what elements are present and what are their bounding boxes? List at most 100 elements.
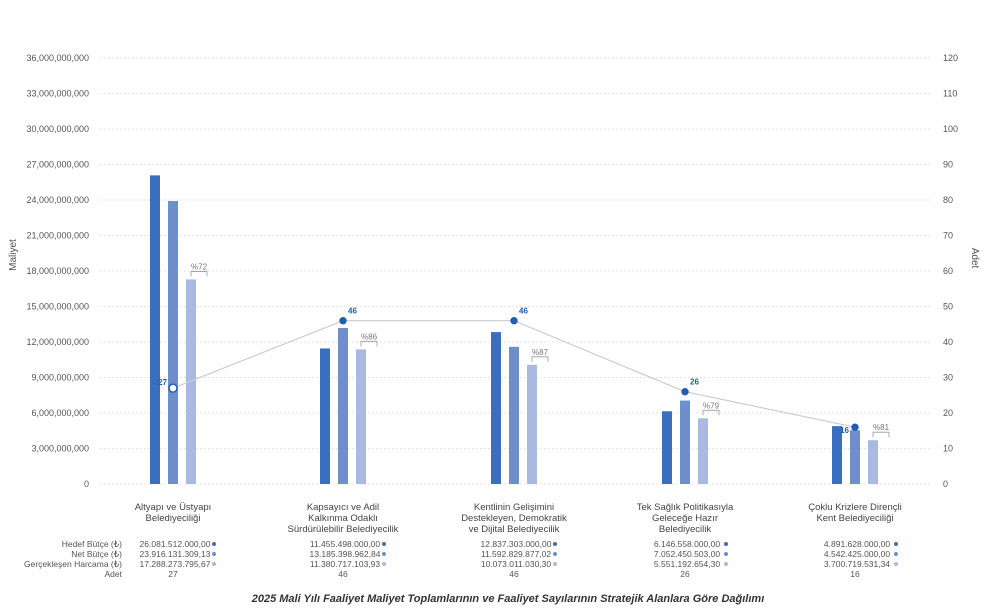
y2-tick-label: 110 xyxy=(943,89,957,99)
table-cell: 11.592.829.877,02 xyxy=(481,549,552,559)
bar xyxy=(509,346,519,484)
y2-tick-label: 100 xyxy=(943,124,958,134)
table-row-label: Net Bütçe (₺) xyxy=(71,549,122,559)
category-label: Kentlinin Gelişimini xyxy=(474,502,554,513)
table-cell: 17.288.273.795,67 xyxy=(140,559,211,569)
bar xyxy=(150,175,160,484)
bar xyxy=(868,440,878,484)
table-cell: 5.551.192.654,30 xyxy=(654,559,720,569)
y2-tick-label: 60 xyxy=(943,266,953,276)
table-cell: 10.073.011.030,30 xyxy=(481,559,552,569)
table-cell: 12.837.303.000,00 xyxy=(481,539,552,549)
y2-tick-label: 20 xyxy=(943,408,953,418)
table-cell: 13.185.398.962,84 xyxy=(310,549,381,559)
category-label: Altyapı ve Üstyapı xyxy=(135,502,212,513)
table-cell: 16 xyxy=(850,569,860,579)
percent-label: %81 xyxy=(873,423,890,432)
bar xyxy=(527,364,537,484)
y-tick-label: 36,000,000,000 xyxy=(26,53,89,63)
bar xyxy=(850,430,860,484)
bars xyxy=(150,175,878,485)
percent-bracket xyxy=(190,271,208,277)
table-row-label: Adet xyxy=(105,569,123,579)
y2-tick-label: 30 xyxy=(943,373,953,383)
count-point xyxy=(681,388,689,396)
series-marker xyxy=(894,552,898,556)
table-cell: 46 xyxy=(509,569,519,579)
y2-axis-title: Adet xyxy=(969,248,980,269)
series-marker xyxy=(724,552,728,556)
series-marker xyxy=(894,542,898,546)
table-cell: 11.380.717.103,93 xyxy=(310,559,381,569)
series-marker xyxy=(212,562,216,566)
count-label: 46 xyxy=(348,307,357,316)
table-cell: 11.455.498.000,00 xyxy=(310,539,381,549)
y2-tick-label: 70 xyxy=(943,231,953,241)
y2-tick-label: 10 xyxy=(943,444,953,454)
y-tick-label: 12,000,000,000 xyxy=(26,337,89,347)
category-label: Tek Sağlık Politikasıyla xyxy=(637,502,734,513)
bar xyxy=(491,332,501,484)
bar xyxy=(338,327,348,484)
series-marker xyxy=(382,552,386,556)
bar xyxy=(186,279,196,484)
bar xyxy=(680,400,690,484)
count-point xyxy=(339,317,347,325)
table-cell: 3.700.719.531,34 xyxy=(824,559,890,569)
table-cell: 27 xyxy=(168,569,178,579)
series-marker xyxy=(212,552,216,556)
count-point xyxy=(168,383,178,393)
bar xyxy=(832,426,842,484)
count-label: 16 xyxy=(840,426,849,435)
count-line: 27 46 46 26 16 xyxy=(158,307,859,435)
category-label: Kent Belediyeciliği xyxy=(816,513,893,524)
y2-tick-label: 80 xyxy=(943,195,953,205)
category-label: Kapsayıcı ve Adil xyxy=(307,502,379,513)
percent-bracket xyxy=(360,340,378,347)
series-marker xyxy=(894,562,898,566)
bar xyxy=(662,411,672,484)
percent-labels: %72 %86 %87 %79 %81 xyxy=(190,262,890,438)
count-label: 46 xyxy=(519,307,528,316)
percent-bracket xyxy=(702,409,720,416)
table-cell: 4.891.628.000,00 xyxy=(824,539,890,549)
table-cell: 4.542.425.000,00 xyxy=(824,549,890,559)
percent-label: %72 xyxy=(191,262,208,271)
y-tick-label: 30,000,000,000 xyxy=(26,124,89,134)
category-label: Belediyeciliği xyxy=(146,513,201,524)
category-label: Geleceğe Hazır xyxy=(652,513,718,524)
table-row-label: Gerçekleşen Harcama (₺) xyxy=(24,559,122,569)
bar xyxy=(320,348,330,484)
y-tick-label: 18,000,000,000 xyxy=(26,266,89,276)
y-tick-label: 21,000,000,000 xyxy=(26,231,89,241)
category-label: Kalkınma Odaklı xyxy=(308,513,378,524)
table-cell: 7.052.450.503,00 xyxy=(654,549,720,559)
y-tick-label: 15,000,000,000 xyxy=(26,302,89,312)
y2-tick-label: 90 xyxy=(943,160,953,170)
percent-bracket xyxy=(872,431,890,438)
y-tick-label: 9,000,000,000 xyxy=(31,373,89,383)
table-cell: 23.916.131.309,13 xyxy=(140,549,211,559)
category-label: Destekleyen, Demokratik xyxy=(461,513,567,524)
chart-title: 2025 Mali Yılı Faaliyet Maliyet Toplamla… xyxy=(251,593,765,605)
bar xyxy=(698,418,708,484)
table-cell: 46 xyxy=(338,569,348,579)
series-marker xyxy=(553,562,557,566)
count-point xyxy=(510,317,518,325)
percent-label: %87 xyxy=(532,348,549,357)
y-tick-label: 6,000,000,000 xyxy=(31,408,89,418)
series-marker xyxy=(553,552,557,556)
y2-tick-label: 0 xyxy=(943,479,948,489)
y-tick-label: 27,000,000,000 xyxy=(26,160,89,170)
y-tick-label: 33,000,000,000 xyxy=(26,89,89,99)
category-label: Sürdürülebilir Belediyecilik xyxy=(288,524,399,535)
y-tick-label: 0 xyxy=(84,479,89,489)
y2-tick-label: 40 xyxy=(943,337,953,347)
category-label: Çoklu Krizlere Dirençli xyxy=(808,502,901,513)
series-marker xyxy=(553,542,557,546)
y-axis-ticks: 36,000,000,000 33,000,000,000 30,000,000,0… xyxy=(26,53,89,489)
value-table: Hedef Bütçe (₺) 26.081.512.000,00 11.455.4… xyxy=(24,539,898,579)
y2-tick-label: 120 xyxy=(943,53,958,63)
series-marker xyxy=(724,542,728,546)
